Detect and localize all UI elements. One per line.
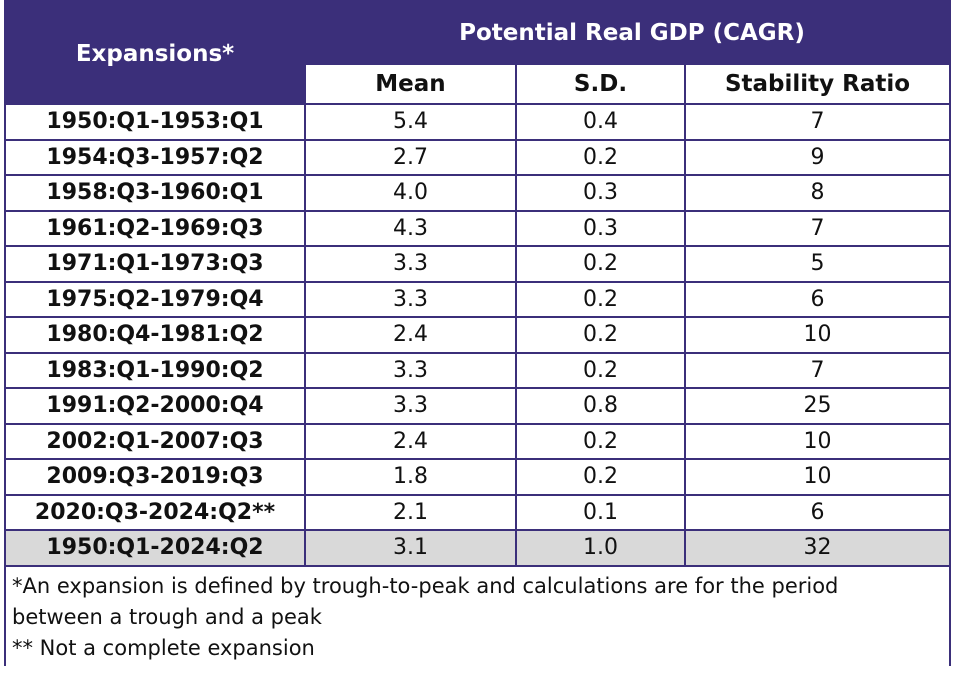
table-row: 1950:Q1-1953:Q1 5.4 0.4 7 xyxy=(4,103,952,141)
notes-row: *An expansion is defined by trough-to-pe… xyxy=(3,564,952,666)
ratio-cell: 5 xyxy=(683,245,952,283)
sd-cell: 0.2 xyxy=(515,316,686,354)
expansion-cell: 1975:Q2-1979:Q4 xyxy=(4,280,306,318)
table-row: 2009:Q3-2019:Q3 1.8 0.2 10 xyxy=(4,458,952,496)
footnotes: *An expansion is defined by trough-to-pe… xyxy=(3,564,952,666)
sd-cell: 0.3 xyxy=(515,209,686,247)
table-row: 1961:Q2-1969:Q3 4.3 0.3 7 xyxy=(4,209,952,247)
mean-cell: 2.1 xyxy=(304,493,517,531)
expansion-cell: 1961:Q2-1969:Q3 xyxy=(4,209,306,247)
expansion-cell: 1958:Q3-1960:Q1 xyxy=(4,174,306,212)
ratio-cell: 8 xyxy=(683,174,952,212)
mean-cell: 2.4 xyxy=(304,316,517,354)
total-ratio-cell: 32 xyxy=(683,529,952,567)
expansion-cell: 1954:Q3-1957:Q2 xyxy=(4,138,306,176)
header-row-sub: Mean S.D. Stability Ratio xyxy=(5,63,952,105)
expansion-cell: 2020:Q3-2024:Q2** xyxy=(4,493,306,531)
table-row: 1958:Q3-1960:Q1 4.0 0.3 8 xyxy=(4,174,952,212)
sd-cell: 0.3 xyxy=(515,174,686,212)
sd-cell: 0.2 xyxy=(515,138,686,176)
total-expansion-cell: 1950:Q1-2024:Q2 xyxy=(4,529,306,567)
ratio-cell: 7 xyxy=(683,103,952,141)
column-header-stability-ratio: Stability Ratio xyxy=(683,63,952,105)
gdp-table-container: Expansions* Potential Real GDP (CAGR) Me… xyxy=(3,0,952,666)
footnote-1-continued: between a trough and a peak xyxy=(12,604,322,629)
expansions-header: Expansions* xyxy=(4,0,306,105)
ratio-cell: 6 xyxy=(683,493,952,531)
table-row: 2020:Q3-2024:Q2** 2.1 0.1 6 xyxy=(4,493,952,531)
footnote-1: *An expansion is defined by trough-to-pe… xyxy=(12,573,839,598)
ratio-cell: 9 xyxy=(683,138,952,176)
mean-cell: 5.4 xyxy=(304,103,517,141)
total-mean-cell: 3.1 xyxy=(304,529,517,567)
mean-cell: 2.7 xyxy=(304,138,517,176)
expansion-cell: 2009:Q3-2019:Q3 xyxy=(4,458,306,496)
sd-cell: 0.2 xyxy=(515,458,686,496)
sd-cell: 0.2 xyxy=(515,245,686,283)
mean-cell: 3.3 xyxy=(304,351,517,389)
ratio-cell: 7 xyxy=(683,351,952,389)
column-header-sd: S.D. xyxy=(515,63,686,105)
footnote-2: ** Not a complete expansion xyxy=(12,635,315,660)
sd-cell: 0.1 xyxy=(515,493,686,531)
mean-cell: 3.3 xyxy=(304,280,517,318)
expansion-cell: 1971:Q1-1973:Q3 xyxy=(4,245,306,283)
mean-cell: 3.3 xyxy=(304,245,517,283)
expansion-cell: 1983:Q1-1990:Q2 xyxy=(4,351,306,389)
mean-cell: 4.0 xyxy=(304,174,517,212)
mean-cell: 4.3 xyxy=(304,209,517,247)
table-row: 1975:Q2-1979:Q4 3.3 0.2 6 xyxy=(4,280,952,318)
total-row: 1950:Q1-2024:Q2 3.1 1.0 32 xyxy=(4,529,952,567)
ratio-cell: 10 xyxy=(683,422,952,460)
ratio-cell: 10 xyxy=(683,458,952,496)
expansion-cell: 1950:Q1-1953:Q1 xyxy=(4,103,306,141)
ratio-cell: 7 xyxy=(683,209,952,247)
table-row: 1991:Q2-2000:Q4 3.3 0.8 25 xyxy=(4,387,952,425)
expansion-cell: 2002:Q1-2007:Q3 xyxy=(4,422,306,460)
total-sd-cell: 1.0 xyxy=(515,529,686,567)
mean-cell: 3.3 xyxy=(304,387,517,425)
potential-gdp-table: Expansions* Potential Real GDP (CAGR) Me… xyxy=(3,0,952,666)
expansion-cell: 1980:Q4-1981:Q2 xyxy=(4,316,306,354)
table-row: 2002:Q1-2007:Q3 2.4 0.2 10 xyxy=(4,422,952,460)
ratio-cell: 25 xyxy=(683,387,952,425)
header-row-top: Expansions* Potential Real GDP (CAGR) xyxy=(4,0,952,105)
sd-cell: 0.2 xyxy=(515,422,686,460)
sd-cell: 0.2 xyxy=(515,351,686,389)
mean-cell: 2.4 xyxy=(304,422,517,460)
ratio-cell: 10 xyxy=(683,316,952,354)
ratio-cell: 6 xyxy=(683,280,952,318)
expansion-cell: 1991:Q2-2000:Q4 xyxy=(4,387,306,425)
column-header-mean: Mean xyxy=(304,63,517,105)
table-title: Potential Real GDP (CAGR) xyxy=(303,0,952,66)
table-row: 1980:Q4-1981:Q2 2.4 0.2 10 xyxy=(4,316,952,354)
sd-cell: 0.4 xyxy=(515,103,686,141)
table-row: 1983:Q1-1990:Q2 3.3 0.2 7 xyxy=(4,351,952,389)
sd-cell: 0.2 xyxy=(515,280,686,318)
table-row: 1954:Q3-1957:Q2 2.7 0.2 9 xyxy=(4,138,952,176)
table-body: 1950:Q1-1953:Q1 5.4 0.4 7 1954:Q3-1957:Q2 2.7… xyxy=(4,103,952,531)
sd-cell: 0.8 xyxy=(515,387,686,425)
mean-cell: 1.8 xyxy=(304,458,517,496)
table-row: 1971:Q1-1973:Q3 3.3 0.2 5 xyxy=(4,245,952,283)
